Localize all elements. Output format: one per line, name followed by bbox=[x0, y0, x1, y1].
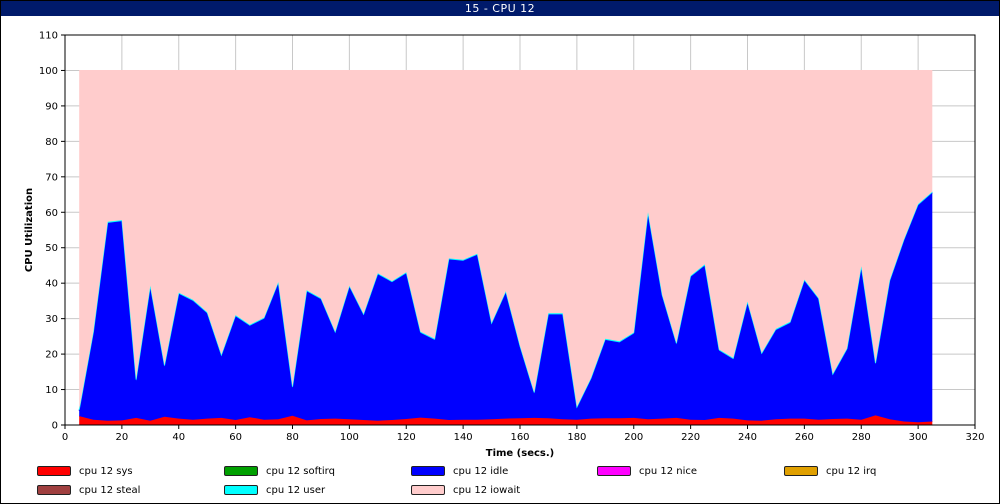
legend-label: cpu 12 user bbox=[266, 485, 326, 496]
legend-swatch bbox=[784, 466, 818, 476]
chart-legend: cpu 12 sys cpu 12 softirq cpu 12 idle cpu 1… bbox=[0, 460, 1000, 504]
legend-label: cpu 12 sys bbox=[79, 466, 133, 477]
x-tick-label: 120 bbox=[397, 432, 416, 443]
legend-label: cpu 12 iowait bbox=[453, 485, 521, 496]
x-tick-label: 80 bbox=[286, 432, 299, 443]
y-tick-label: 20 bbox=[45, 350, 58, 361]
x-tick-label: 100 bbox=[340, 432, 359, 443]
legend-swatch bbox=[224, 485, 258, 495]
legend-label: cpu 12 nice bbox=[639, 466, 698, 477]
x-tick-label: 180 bbox=[567, 432, 586, 443]
x-tick-label: 60 bbox=[229, 432, 242, 443]
y-axis-label: CPU Utilization bbox=[24, 188, 35, 272]
series-area-cpu-12-iowait bbox=[79, 70, 933, 410]
legend-label: cpu 12 softirq bbox=[266, 466, 335, 477]
legend-label: cpu 12 steal bbox=[79, 485, 141, 496]
x-tick-label: 160 bbox=[510, 432, 529, 443]
legend-item: cpu 12 irq bbox=[784, 465, 876, 479]
x-tick-label: 220 bbox=[681, 432, 700, 443]
legend-item: cpu 12 sys bbox=[37, 465, 133, 479]
y-tick-label: 80 bbox=[45, 137, 58, 148]
legend-item: cpu 12 steal bbox=[37, 484, 140, 498]
y-tick-label: 10 bbox=[45, 385, 58, 396]
window-title: 15 - CPU 12 bbox=[464, 2, 536, 15]
legend-swatch bbox=[597, 466, 631, 476]
legend-item: cpu 12 iowait bbox=[411, 484, 520, 498]
y-tick-label: 0 bbox=[52, 421, 58, 432]
legend-swatch bbox=[37, 466, 71, 476]
legend-swatch bbox=[411, 466, 445, 476]
x-tick-label: 200 bbox=[624, 432, 643, 443]
y-tick-label: 70 bbox=[45, 172, 58, 183]
x-tick-label: 320 bbox=[965, 432, 984, 443]
legend-swatch bbox=[411, 485, 445, 495]
legend-label: cpu 12 idle bbox=[453, 466, 509, 477]
x-tick-label: 260 bbox=[795, 432, 814, 443]
y-tick-label: 100 bbox=[39, 66, 58, 77]
x-tick-label: 20 bbox=[116, 432, 129, 443]
series-area-cpu-12-sys bbox=[79, 415, 933, 425]
x-tick-label: 300 bbox=[909, 432, 928, 443]
legend-item: cpu 12 user bbox=[224, 484, 325, 498]
x-axis-label: Time (secs.) bbox=[486, 448, 555, 459]
y-tick-label: 60 bbox=[45, 208, 58, 219]
y-tick-label: 30 bbox=[45, 314, 58, 325]
y-tick-label: 50 bbox=[45, 243, 58, 254]
legend-item: cpu 12 nice bbox=[597, 465, 697, 479]
y-tick-label: 90 bbox=[45, 101, 58, 112]
x-tick-label: 40 bbox=[172, 432, 185, 443]
x-tick-label: 0 bbox=[62, 432, 68, 443]
legend-item: cpu 12 idle bbox=[411, 465, 508, 479]
legend-swatch bbox=[224, 466, 258, 476]
legend-label: cpu 12 irq bbox=[826, 466, 877, 477]
y-tick-label: 40 bbox=[45, 279, 58, 290]
x-tick-label: 240 bbox=[738, 432, 757, 443]
x-tick-label: 140 bbox=[454, 432, 473, 443]
series-area-cpu-12-idle bbox=[79, 192, 933, 423]
window-title-bar: 15 - CPU 12 bbox=[1, 1, 999, 16]
cpu-utilization-chart: 0 10 20 30 40 50 60 70 80 90 100 110 0 20 40 60 80 100 120… bbox=[24, 31, 985, 460]
x-tick-label: 280 bbox=[852, 432, 871, 443]
legend-swatch bbox=[37, 485, 71, 495]
legend-item: cpu 12 softirq bbox=[224, 465, 335, 479]
y-tick-label: 110 bbox=[39, 31, 58, 42]
